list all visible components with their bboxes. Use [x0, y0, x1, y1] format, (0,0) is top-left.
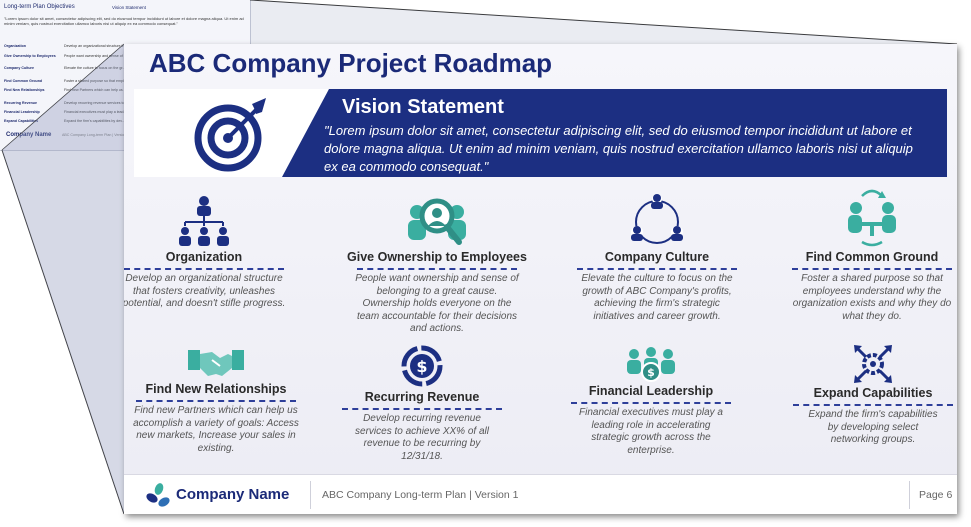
vision-text: "Lorem ipsum dolor sit amet, consectetur… — [324, 123, 913, 174]
objective-label: Find New Relationships — [145, 382, 287, 396]
team-cycle-icon — [631, 194, 683, 244]
objective-description: Expand the firm's capabilities by develo… — [808, 409, 938, 445]
thumbnail-footer: ABC Company Long-term Plan | Version 1 — [62, 133, 130, 137]
objective-description: People want ownership and sense of belon… — [355, 273, 519, 334]
people-magnifier-icon — [408, 198, 466, 245]
objective-label: Company Culture — [604, 250, 710, 264]
objective-label: Financial Leadership — [588, 384, 714, 398]
handshake-icon — [188, 350, 244, 376]
footer-divider — [310, 481, 311, 509]
svg-text:$: $ — [647, 366, 655, 379]
footer-plan-text: ABC Company Long-term Plan | Version 1 — [322, 489, 519, 501]
page-number: Page 6 — [919, 489, 953, 501]
objective-organization: Organization Develop an organizational s… — [124, 194, 304, 311]
objective-description: Find new Partners which can help us acco… — [133, 405, 299, 454]
thumbnail-logo: Company Name — [6, 132, 52, 138]
dashed-divider — [136, 400, 296, 402]
objective-label: Organization — [165, 250, 243, 264]
objective-description: Financial executives must play a leading… — [579, 407, 723, 456]
roadmap-slide: ABC Company Project Roadmap Vision State… — [124, 44, 957, 514]
objective-label: Expand Capabilities — [813, 386, 933, 400]
meeting-icon — [848, 189, 896, 247]
objective-give-ownership: Give Ownership to Employees People want … — [332, 194, 542, 336]
company-name: Company Name — [176, 486, 290, 503]
thumbnail-quote: "Lorem ipsum dolor sit amet, consectetur… — [4, 16, 244, 26]
objective-label: Give Ownership to Employees — [347, 250, 527, 264]
slide-title: ABC Company Project Roadmap — [149, 48, 553, 78]
network-gear-icon — [854, 345, 892, 383]
objective-financial-leadership: $ Financial Leadership Financial executi… — [551, 346, 751, 457]
dashed-divider — [792, 268, 952, 270]
dashed-divider — [793, 404, 953, 406]
vision-title: Vision Statement — [342, 96, 504, 118]
objective-find-new-relationships: Find New Relationships Find new Partners… — [124, 344, 316, 455]
dashed-divider — [571, 402, 731, 404]
objective-description: Develop recurring revenue services to ac… — [355, 413, 489, 462]
objective-recurring-revenue: $ Recurring Revenue Develop recurring re… — [322, 344, 522, 463]
company-logo-icon — [146, 483, 170, 507]
objective-expand-capabilities: Expand Capabilities Expand the firm's ca… — [773, 344, 957, 447]
org-chart-icon — [179, 196, 229, 246]
objective-description: Foster a shared purpose so that employee… — [792, 273, 952, 322]
objective-description: Develop an organizational structure that… — [124, 273, 286, 309]
target-icon — [194, 98, 266, 172]
svg-text:$: $ — [416, 357, 427, 376]
dashed-divider — [577, 268, 737, 270]
objective-description: Elevate the culture to focus on the grow… — [581, 273, 733, 322]
dollar-cycle-icon: $ — [401, 345, 443, 387]
finance-team-icon: $ — [627, 347, 675, 382]
thumbnail-heading: Long-term Plan Objectives — [4, 4, 75, 10]
footer-divider — [909, 481, 910, 509]
dashed-divider — [357, 268, 517, 270]
objective-label: Find Common Ground — [805, 250, 939, 264]
slide-footer: Company Name ABC Company Long-term Plan … — [124, 474, 957, 514]
thumbnail-vision-label: Vision Statement — [112, 5, 146, 10]
objective-find-common-ground: Find Common Ground Foster a shared purpo… — [772, 186, 957, 323]
objective-label: Recurring Revenue — [364, 390, 480, 404]
dashed-divider — [342, 408, 502, 410]
dashed-divider — [124, 268, 284, 270]
objective-company-culture: Company Culture Elevate the culture to f… — [557, 194, 757, 323]
